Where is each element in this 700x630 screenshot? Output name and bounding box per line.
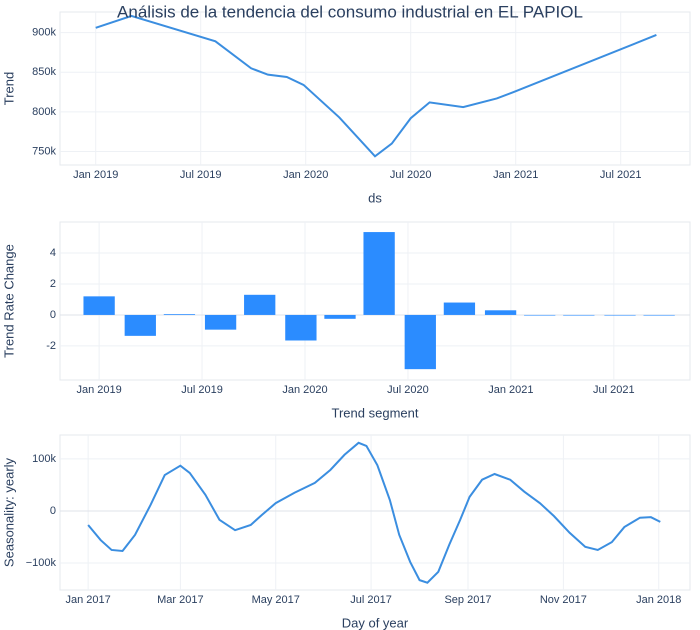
y-tick-label: 900k [32, 27, 56, 39]
x-tick-label: Jul 2019 [181, 384, 223, 396]
x-axis-title: Day of year [342, 615, 409, 630]
x-tick-label: Jan 2017 [66, 594, 111, 606]
bar [524, 314, 556, 316]
bar [443, 302, 476, 315]
trend-line [87, 441, 661, 584]
x-tick-label: Mar 2017 [157, 594, 203, 606]
bar [285, 314, 317, 341]
x-axis-title: ds [368, 190, 382, 205]
y-tick-label: 850k [32, 66, 56, 78]
bar [244, 294, 276, 315]
panel: Jan 2017 Mar 2017 May 2017 Jul 2017 Sep 2017… [1, 434, 691, 630]
x-tick-label: Jul 2021 [593, 384, 635, 396]
bar [324, 314, 356, 319]
plot-area [59, 11, 691, 166]
x-tick-label: Nov 2017 [540, 594, 587, 606]
x-tick-label: Jan 2018 [636, 594, 681, 606]
y-tick-label: −100k [26, 557, 57, 569]
bar [484, 310, 517, 315]
x-tick-label: Jul 2019 [180, 169, 222, 181]
x-axis-title: Trend segment [332, 405, 419, 420]
y-axis-title: Seasonality: yearly [1, 457, 16, 567]
x-tick-label: Sep 2017 [444, 594, 491, 606]
y-tick-label: 0 [50, 505, 56, 517]
bar [604, 314, 636, 316]
plot-area [59, 434, 691, 591]
x-tick-label: Jul 2020 [387, 384, 429, 396]
bar [204, 314, 237, 330]
x-tick-label: Jan 2021 [493, 169, 538, 181]
trend-line [95, 14, 657, 158]
y-tick-label: 100k [32, 453, 56, 465]
y-tick-label: 2 [50, 278, 56, 290]
y-tick-label: 800k [32, 106, 56, 118]
bar [83, 296, 115, 315]
x-tick-label: Jul 2020 [390, 169, 432, 181]
x-tick-label: Jan 2019 [76, 384, 121, 396]
y-tick-label: 750k [32, 145, 56, 157]
y-tick-label: 4 [50, 247, 56, 259]
panel: Jan 2019 Jul 2019 Jan 2020 Jul 2020 Jan 2021… [1, 221, 691, 420]
x-tick-label: May 2017 [252, 594, 300, 606]
bar [643, 314, 675, 316]
plots: Jan 2019 Jul 2019 Jan 2020 Jul 2020 Jan 2021… [1, 11, 691, 630]
bar [124, 314, 156, 336]
y-tick-label: 0 [50, 309, 56, 321]
x-tick-label: Jan 2020 [282, 384, 327, 396]
x-tick-label: Jan 2020 [283, 169, 328, 181]
x-tick-label: Jan 2019 [73, 169, 118, 181]
panel: Jan 2019 Jul 2019 Jan 2020 Jul 2020 Jan 2021… [1, 11, 691, 205]
bar [163, 314, 196, 315]
x-tick-label: Jul 2017 [350, 594, 392, 606]
y-axis-title: Trend [1, 72, 16, 105]
bar [404, 314, 436, 370]
y-axis-title: Trend Rate Change [1, 244, 16, 358]
bar [363, 232, 395, 315]
x-tick-label: Jan 2021 [488, 384, 533, 396]
chart-title: Análisis de la tendencia del consumo ind… [117, 2, 583, 21]
y-tick-label: -2 [46, 340, 56, 352]
x-tick-label: Jul 2021 [600, 169, 642, 181]
bar [563, 314, 595, 316]
